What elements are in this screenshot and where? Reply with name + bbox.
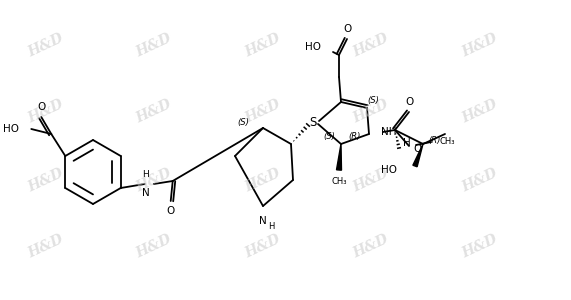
Text: H&D: H&D [243, 97, 283, 125]
Text: O: O [406, 97, 414, 107]
Text: H: H [403, 138, 411, 148]
Text: H&D: H&D [26, 97, 66, 125]
Text: H&D: H&D [134, 166, 174, 194]
Text: H&D: H&D [351, 31, 391, 59]
Text: O: O [37, 102, 46, 112]
Text: N: N [259, 216, 267, 226]
Polygon shape [413, 144, 423, 167]
Text: O: O [344, 24, 352, 34]
Text: H&D: H&D [134, 31, 174, 59]
Text: (S): (S) [367, 95, 379, 104]
Polygon shape [336, 144, 341, 170]
Text: H&D: H&D [460, 97, 500, 125]
Text: (R): (R) [349, 131, 361, 140]
Text: H&D: H&D [351, 166, 391, 194]
Text: HO: HO [305, 42, 321, 52]
Text: HO: HO [3, 124, 19, 134]
Text: H: H [268, 222, 274, 231]
Text: O: O [167, 206, 175, 216]
Text: H: H [142, 170, 149, 179]
Text: H&D: H&D [351, 232, 391, 260]
Text: CH₃: CH₃ [331, 177, 347, 186]
Text: H&D: H&D [134, 97, 174, 125]
Text: NH: NH [381, 127, 396, 137]
Text: H&D: H&D [460, 232, 500, 260]
Text: H&D: H&D [460, 166, 500, 194]
Text: H&D: H&D [243, 31, 283, 59]
Text: (R): (R) [429, 136, 441, 145]
Text: S: S [309, 116, 317, 128]
Text: H&D: H&D [243, 232, 283, 260]
Text: H&D: H&D [134, 232, 174, 260]
Text: O: O [413, 144, 421, 154]
Text: (S): (S) [237, 118, 249, 127]
Text: H&D: H&D [460, 31, 500, 59]
Text: H&D: H&D [26, 166, 66, 194]
Text: HO: HO [381, 165, 397, 175]
Text: H&D: H&D [26, 232, 66, 260]
Text: N: N [142, 188, 150, 198]
Text: H&D: H&D [351, 97, 391, 125]
Text: (S): (S) [323, 131, 335, 140]
Text: H&D: H&D [26, 31, 66, 59]
Text: CH₃: CH₃ [439, 137, 455, 146]
Text: H&D: H&D [243, 166, 283, 194]
